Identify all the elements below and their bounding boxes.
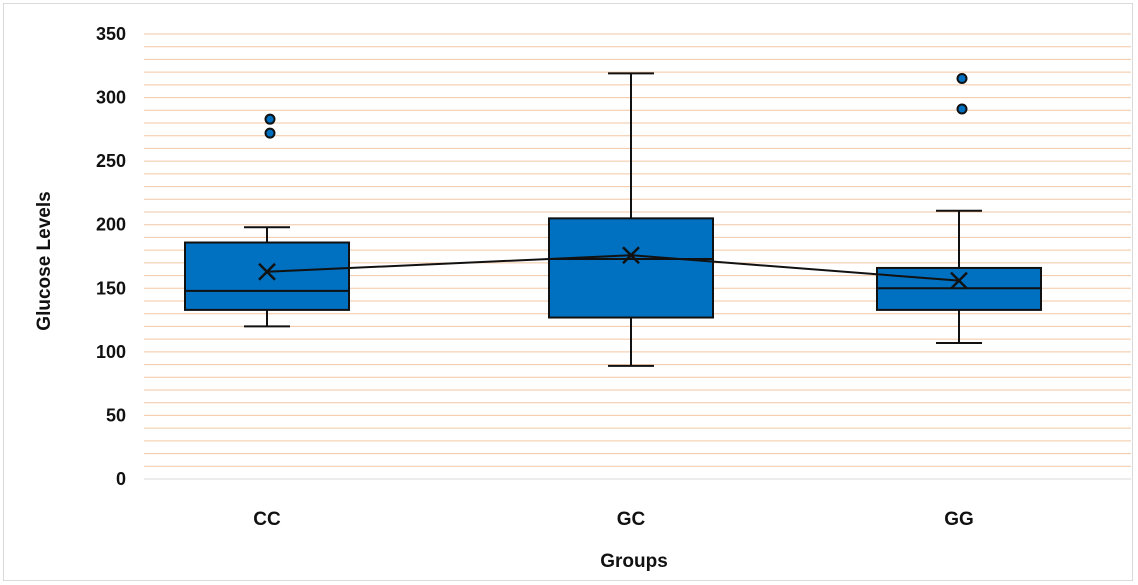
box-gg bbox=[876, 73, 1042, 344]
outlier-point bbox=[264, 113, 276, 125]
box-cc bbox=[184, 113, 350, 328]
iqr-box bbox=[184, 241, 350, 311]
mean-marker bbox=[622, 246, 640, 265]
iqr-box bbox=[548, 217, 714, 319]
y-tick-label: 100 bbox=[96, 342, 126, 362]
y-axis-ticks: 0 50 100 150 200 250 300 350 bbox=[96, 24, 126, 489]
chart-frame: 0 50 100 150 200 250 300 350 CC GC GG Glucose Lev… bbox=[3, 3, 1133, 581]
y-tick-label: 200 bbox=[96, 215, 126, 235]
outlier-point bbox=[956, 103, 968, 115]
y-axis-title: Glucose Levels bbox=[34, 191, 55, 330]
mean-marker bbox=[258, 262, 276, 281]
y-tick-label: 250 bbox=[96, 151, 126, 171]
mean-marker-stroke bbox=[622, 246, 640, 265]
boxes bbox=[184, 72, 1042, 367]
y-tick-label: 0 bbox=[116, 469, 126, 489]
y-tick-label: 150 bbox=[96, 278, 126, 298]
mean-marker bbox=[950, 271, 968, 290]
x-category-label: GG bbox=[944, 509, 974, 530]
y-tick-label: 350 bbox=[96, 24, 126, 44]
mean-markers bbox=[258, 246, 968, 290]
box-plot-chart: 0 50 100 150 200 250 300 350 CC GC GG Glucose Lev… bbox=[34, 24, 1131, 572]
outlier-point bbox=[956, 73, 968, 84]
mean-marker-stroke bbox=[258, 262, 276, 281]
y-tick-label: 50 bbox=[106, 405, 126, 425]
x-category-label: GC bbox=[617, 509, 646, 530]
mean-marker-stroke bbox=[950, 271, 968, 290]
y-tick-label: 300 bbox=[96, 88, 126, 108]
x-axis-categories: CC GC GG bbox=[253, 509, 974, 530]
outlier-point bbox=[264, 127, 276, 139]
box-gc bbox=[548, 72, 714, 367]
x-axis-title: Groups bbox=[600, 551, 668, 572]
x-category-label: CC bbox=[253, 509, 281, 530]
